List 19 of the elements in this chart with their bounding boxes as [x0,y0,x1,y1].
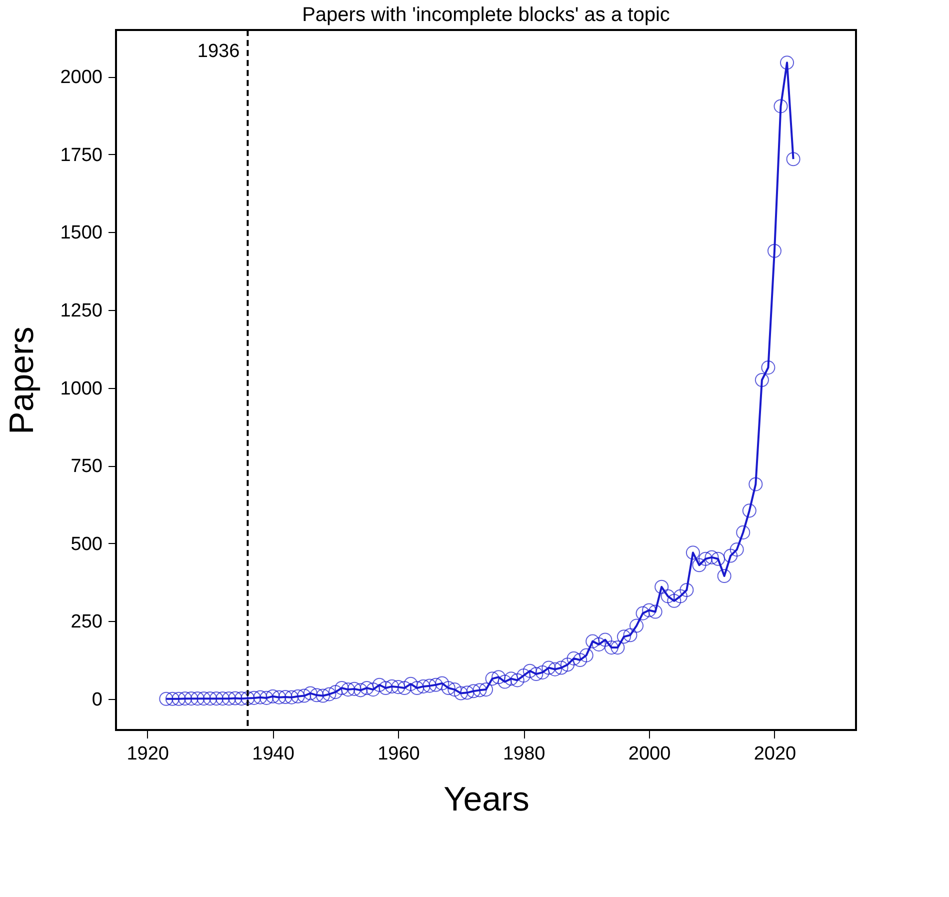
y-tick-label: 250 [70,612,102,633]
y-axis-title: Papers [3,326,42,434]
x-tick-label: 2000 [628,744,671,764]
x-axis-title: Years [444,780,530,818]
ref-line-label: 1936 [197,41,240,62]
x-tick-label: 2020 [754,744,796,764]
y-tick-label: 2000 [60,67,102,88]
y-tick-label: 1750 [60,144,102,166]
y-tick-label: 750 [70,456,102,478]
chart-title: Papers with 'incomplete blocks' as a topic [302,4,670,26]
x-tick-label: 1980 [502,744,546,764]
y-tick-label: 1500 [60,222,102,244]
y-tick-label: 0 [92,689,102,710]
y-tick-label: 1000 [60,378,102,400]
y-tick-label: 1250 [60,300,102,322]
x-tick-label: 1920 [126,744,169,764]
x-tick-label: 1960 [378,744,420,764]
x-tick-label: 1940 [252,744,294,764]
y-tick-label: 500 [70,534,102,555]
